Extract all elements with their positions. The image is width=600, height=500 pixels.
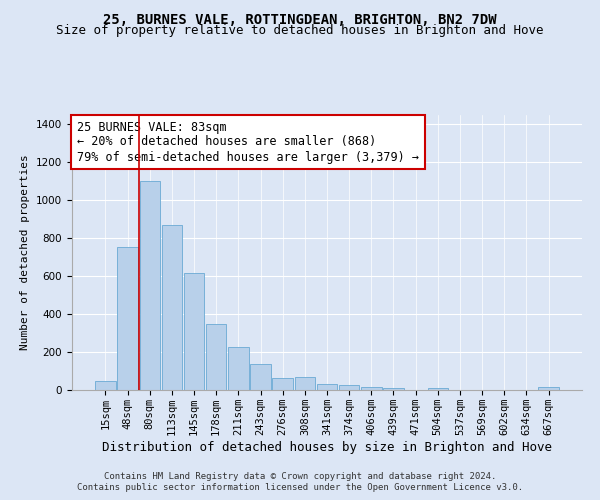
Text: Contains HM Land Registry data © Crown copyright and database right 2024.: Contains HM Land Registry data © Crown c… <box>104 472 496 481</box>
Bar <box>184 274 204 390</box>
Bar <box>118 247 138 390</box>
Bar <box>428 388 448 390</box>
Bar <box>206 324 226 390</box>
Bar <box>538 387 559 390</box>
Bar <box>161 225 182 390</box>
Bar <box>383 388 404 390</box>
Text: Contains public sector information licensed under the Open Government Licence v3: Contains public sector information licen… <box>77 484 523 492</box>
Bar <box>317 384 337 390</box>
Text: 25, BURNES VALE, ROTTINGDEAN, BRIGHTON, BN2 7DW: 25, BURNES VALE, ROTTINGDEAN, BRIGHTON, … <box>103 12 497 26</box>
X-axis label: Distribution of detached houses by size in Brighton and Hove: Distribution of detached houses by size … <box>102 440 552 454</box>
Y-axis label: Number of detached properties: Number of detached properties <box>20 154 31 350</box>
Bar <box>95 380 116 390</box>
Bar <box>361 386 382 390</box>
Bar <box>228 348 248 390</box>
Bar <box>272 378 293 390</box>
Text: 25 BURNES VALE: 83sqm
← 20% of detached houses are smaller (868)
79% of semi-det: 25 BURNES VALE: 83sqm ← 20% of detached … <box>77 120 419 164</box>
Bar <box>295 376 315 390</box>
Bar <box>339 384 359 390</box>
Bar <box>140 182 160 390</box>
Text: Size of property relative to detached houses in Brighton and Hove: Size of property relative to detached ho… <box>56 24 544 37</box>
Bar <box>250 364 271 390</box>
